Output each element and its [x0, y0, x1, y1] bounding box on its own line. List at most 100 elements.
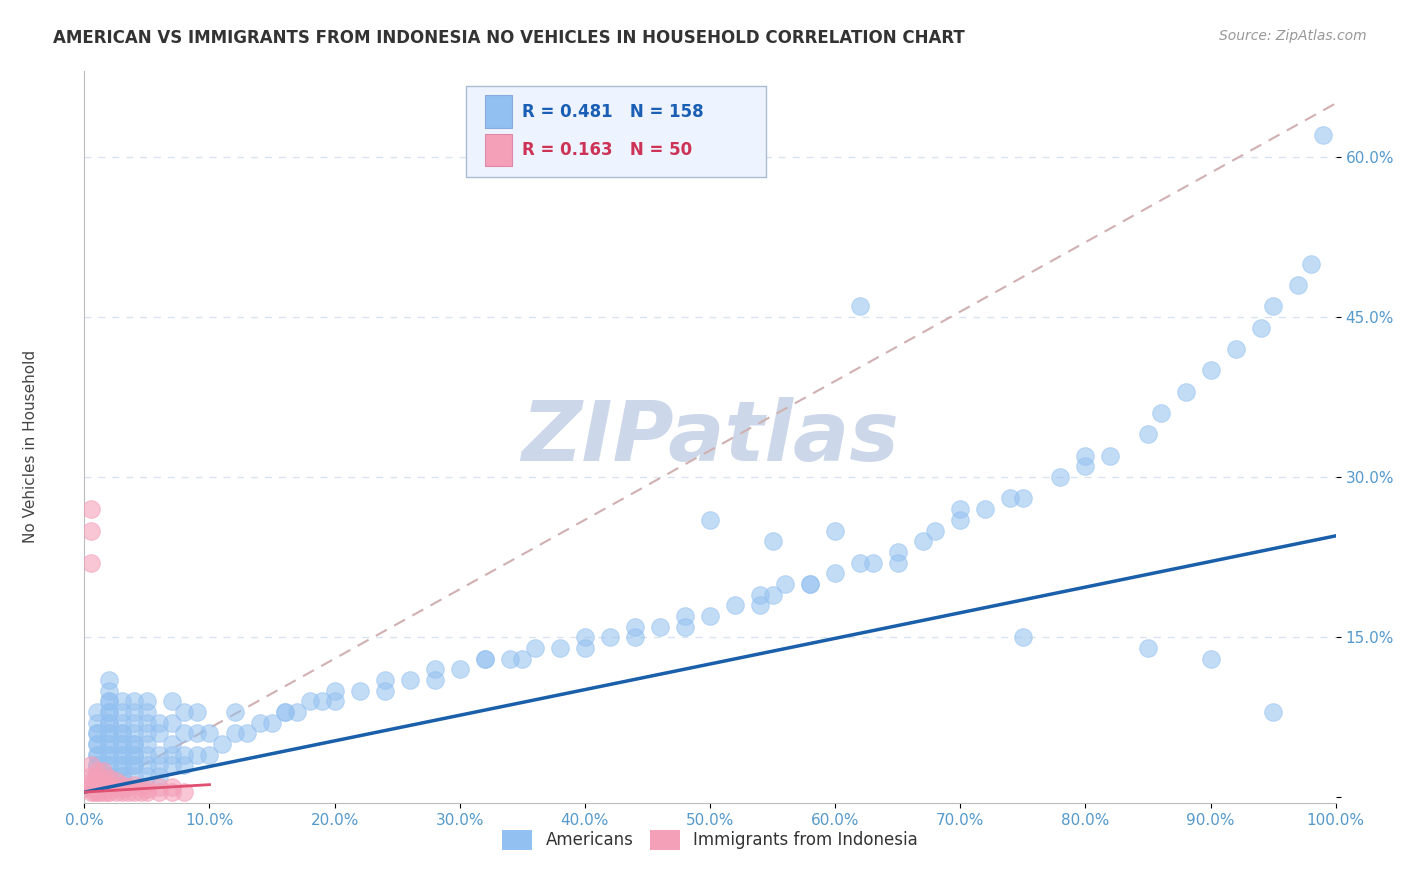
Point — [136, 781, 159, 796]
Point — [111, 769, 134, 783]
Point — [111, 769, 134, 783]
Point — [1049, 470, 1071, 484]
Point — [574, 640, 596, 655]
Point — [86, 758, 108, 772]
Point — [111, 780, 134, 794]
Point — [86, 758, 108, 772]
Point — [86, 737, 108, 751]
Point — [83, 774, 105, 789]
Point — [124, 778, 146, 792]
Point — [91, 764, 114, 778]
Point — [799, 577, 821, 591]
Point — [624, 619, 647, 633]
Point — [104, 780, 127, 794]
Point — [924, 524, 946, 538]
Point — [1250, 320, 1272, 334]
Point — [298, 694, 321, 708]
Point — [124, 737, 146, 751]
Point — [374, 683, 396, 698]
Point — [91, 781, 114, 796]
Point — [349, 683, 371, 698]
Point — [1174, 384, 1197, 399]
Point — [98, 785, 121, 799]
Point — [148, 785, 170, 799]
Point — [79, 758, 101, 772]
Point — [124, 747, 146, 762]
Point — [887, 545, 910, 559]
Point — [124, 785, 146, 799]
Point — [273, 705, 295, 719]
Point — [762, 588, 785, 602]
Point — [136, 715, 159, 730]
Point — [323, 694, 346, 708]
Point — [79, 769, 101, 783]
Point — [198, 726, 221, 740]
Point — [124, 737, 146, 751]
Point — [98, 737, 121, 751]
Point — [91, 778, 114, 792]
Point — [98, 769, 121, 783]
Point — [136, 785, 159, 799]
FancyBboxPatch shape — [485, 135, 512, 167]
Point — [86, 769, 108, 783]
Point — [136, 726, 159, 740]
Point — [224, 705, 246, 719]
Point — [111, 747, 134, 762]
Point — [449, 662, 471, 676]
Point — [1263, 299, 1285, 313]
Point — [1149, 406, 1171, 420]
Point — [86, 747, 108, 762]
Point — [374, 673, 396, 687]
Point — [98, 769, 121, 783]
Point — [824, 566, 846, 581]
Point — [111, 781, 134, 796]
Point — [1136, 640, 1159, 655]
Point — [1012, 630, 1035, 644]
Point — [98, 694, 121, 708]
Point — [249, 715, 271, 730]
Point — [148, 747, 170, 762]
Point — [624, 630, 647, 644]
Point — [86, 764, 108, 778]
Point — [1286, 277, 1309, 292]
Point — [117, 785, 139, 799]
Point — [173, 726, 195, 740]
Point — [724, 599, 747, 613]
Point — [111, 694, 134, 708]
Point — [198, 747, 221, 762]
Point — [262, 715, 284, 730]
Point — [86, 705, 108, 719]
Point — [1099, 449, 1122, 463]
Point — [236, 726, 259, 740]
Point — [124, 726, 146, 740]
Point — [111, 726, 134, 740]
Point — [599, 630, 621, 644]
Point — [98, 673, 121, 687]
Point — [398, 673, 420, 687]
Point — [111, 726, 134, 740]
Point — [111, 785, 134, 799]
Point — [96, 780, 118, 794]
Point — [160, 785, 183, 799]
Point — [86, 747, 108, 762]
Point — [79, 780, 101, 794]
Point — [124, 694, 146, 708]
Point — [160, 758, 183, 772]
Point — [285, 705, 308, 719]
Point — [673, 619, 696, 633]
Point — [160, 715, 183, 730]
Point — [474, 651, 496, 665]
Point — [86, 715, 108, 730]
Point — [173, 747, 195, 762]
Point — [1312, 128, 1334, 143]
Point — [83, 785, 105, 799]
Point — [824, 524, 846, 538]
Text: R = 0.481   N = 158: R = 0.481 N = 158 — [523, 103, 704, 120]
Point — [111, 758, 134, 772]
Point — [148, 715, 170, 730]
Point — [749, 588, 772, 602]
Point — [96, 785, 118, 799]
Point — [129, 785, 152, 799]
Point — [83, 780, 105, 794]
Point — [104, 785, 127, 799]
